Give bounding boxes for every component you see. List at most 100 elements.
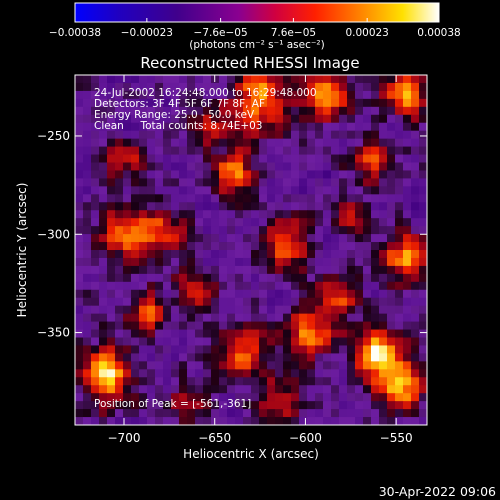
heatmap-cell <box>355 313 364 322</box>
heatmap-cell <box>387 345 396 354</box>
heatmap-cell <box>395 257 404 267</box>
heatmap-cell <box>227 170 236 179</box>
heatmap-cell <box>251 385 260 394</box>
heatmap-cell <box>395 353 404 362</box>
heatmap-cell <box>291 162 300 171</box>
heatmap-cell <box>379 178 388 187</box>
heatmap-cell <box>83 154 92 163</box>
heatmap-cell <box>171 257 180 267</box>
heatmap-cell <box>131 234 140 243</box>
heatmap-cell <box>203 321 212 330</box>
heatmap-cell <box>203 106 212 116</box>
heatmap-cell <box>203 385 212 394</box>
heatmap-cell <box>291 170 300 179</box>
heatmap-cell <box>259 98 268 108</box>
heatmap-cell <box>91 281 100 291</box>
heatmap-cell <box>163 361 172 370</box>
heatmap-cell <box>211 361 220 370</box>
heatmap-cell <box>363 106 372 116</box>
heatmap-cell <box>267 369 276 378</box>
heatmap-cell <box>83 178 92 187</box>
heatmap-cell <box>75 146 84 155</box>
heatmap-cell <box>339 281 348 291</box>
heatmap-cell <box>387 281 396 291</box>
heatmap-cell <box>179 273 188 283</box>
heatmap-cell <box>107 162 116 171</box>
heatmap-cell <box>99 313 108 322</box>
heatmap-cell <box>363 154 372 163</box>
heatmap-cell <box>339 401 348 410</box>
heatmap-cell <box>363 345 372 354</box>
heatmap-cell <box>291 281 300 291</box>
heatmap-cell <box>323 353 332 362</box>
heatmap-cell <box>371 138 380 147</box>
heatmap-cell <box>379 369 388 378</box>
heatmap-cell <box>131 138 140 147</box>
heatmap-cell <box>323 329 332 338</box>
heatmap-cell <box>203 194 212 203</box>
heatmap-cell <box>307 98 316 108</box>
heatmap-cell <box>171 305 180 315</box>
heatmap-cell <box>299 250 308 259</box>
heatmap-cell <box>203 146 212 155</box>
heatmap-cell <box>419 417 428 426</box>
heatmap-cell <box>251 234 260 243</box>
heatmap-cell <box>363 210 372 219</box>
heatmap-cell <box>219 369 228 378</box>
heatmap-cell <box>259 250 268 259</box>
heatmap-cell <box>323 146 332 155</box>
heatmap-cell <box>75 114 84 124</box>
heatmap-cell <box>315 393 324 402</box>
heatmap-cell <box>411 329 420 338</box>
heatmap-cell <box>387 186 396 195</box>
heatmap-cell <box>155 186 164 195</box>
heatmap-cell <box>315 106 324 116</box>
heatmap-cell <box>155 409 164 418</box>
heatmap-cell <box>395 82 404 92</box>
heatmap-cell <box>131 154 140 163</box>
heatmap-cell <box>83 297 92 307</box>
heatmap-cell <box>91 242 100 251</box>
heatmap-cell <box>283 138 292 147</box>
heatmap-cell <box>219 257 228 267</box>
heatmap-cell <box>363 401 372 410</box>
heatmap-cell <box>123 329 132 338</box>
heatmap-cell <box>307 361 316 370</box>
heatmap-cell <box>411 75 420 84</box>
heatmap-cell <box>123 305 132 315</box>
heatmap-cell <box>299 273 308 283</box>
heatmap-cell <box>395 75 404 84</box>
x-tick-label: −700 <box>108 431 141 445</box>
heatmap-cell <box>323 369 332 378</box>
heatmap-cell <box>203 186 212 195</box>
heatmap-cell <box>355 393 364 402</box>
heatmap-cell <box>251 114 260 124</box>
heatmap-cell <box>195 162 204 171</box>
heatmap-cell <box>91 138 100 147</box>
heatmap-cell <box>115 361 124 370</box>
heatmap-cell <box>99 417 108 426</box>
heatmap-cell <box>139 226 148 235</box>
heatmap-cell <box>155 297 164 307</box>
heatmap-cell <box>251 353 260 362</box>
heatmap-cell <box>379 401 388 410</box>
heatmap-cell <box>251 138 260 147</box>
y-tick-label: −250 <box>37 129 70 143</box>
heatmap-cell <box>339 313 348 322</box>
heatmap-cell <box>107 210 116 219</box>
heatmap-cell <box>155 273 164 283</box>
heatmap-cell <box>83 321 92 330</box>
heatmap-cell <box>115 106 124 116</box>
heatmap-cell <box>275 321 284 330</box>
heatmap-cell <box>283 162 292 171</box>
heatmap-cell <box>211 329 220 338</box>
heatmap-cell <box>411 138 420 147</box>
heatmap-cell <box>267 257 276 267</box>
heatmap-cell <box>251 122 260 132</box>
heatmap-cell <box>315 226 324 235</box>
heatmap-cell <box>339 82 348 92</box>
heatmap-cell <box>139 234 148 243</box>
heatmap-cell <box>171 369 180 378</box>
heatmap-cell <box>251 329 260 338</box>
